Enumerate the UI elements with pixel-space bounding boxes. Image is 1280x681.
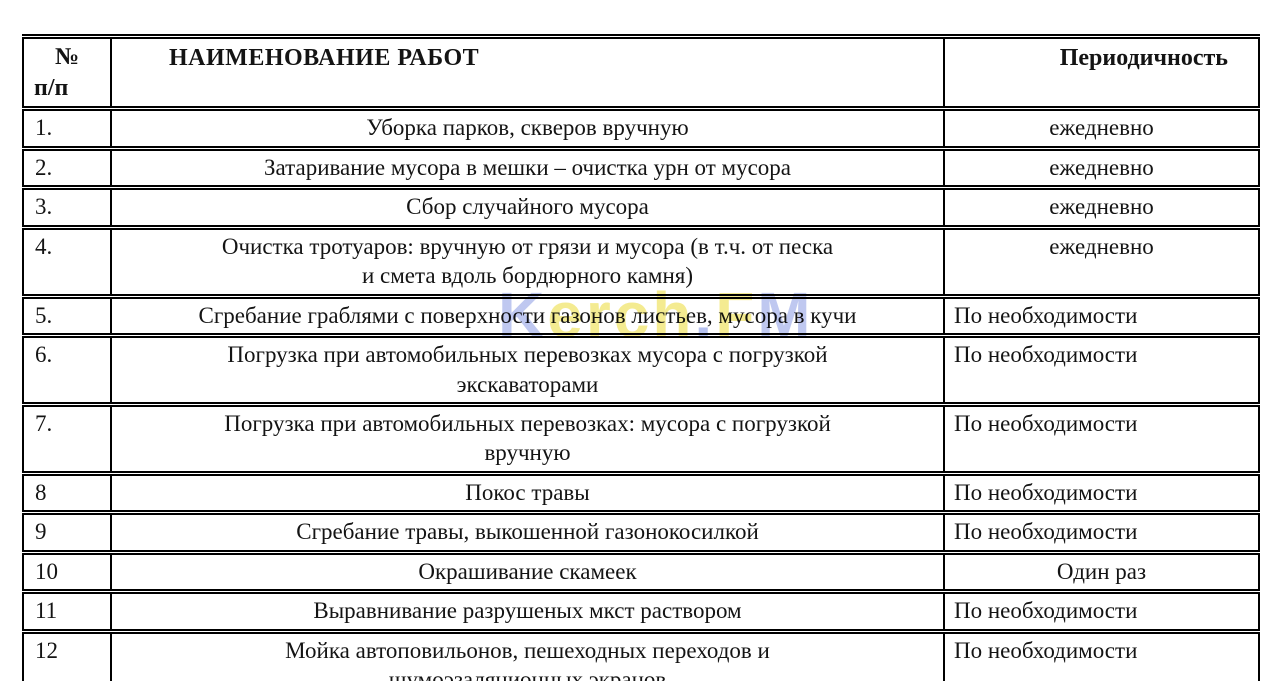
- table-row: 8 Покос травы По необходимости: [22, 470, 1260, 516]
- work-name: Очистка тротуаров: вручную от грязи и му…: [110, 224, 945, 299]
- work-name: Сгребание граблями с поверхности газонов…: [110, 293, 945, 339]
- table-row: 6. Погрузка при автомобильных перевозках…: [22, 333, 1260, 407]
- table-row: 12 Мойка автоповильонов, пешеходных пере…: [22, 628, 1260, 681]
- work-name: Выравнивание разрушеных мкст раствором: [110, 589, 945, 634]
- row-number: 8: [22, 470, 112, 516]
- header-cell-number: № п/п: [22, 33, 112, 112]
- header-number-suffix: п/п: [34, 74, 69, 101]
- row-number: 10: [22, 549, 112, 595]
- work-name: Погрузка при автомобильных перевозках: м…: [110, 401, 945, 476]
- row-periodicity: ежедневно: [943, 224, 1260, 299]
- row-periodicity: По необходимости: [943, 401, 1260, 476]
- row-number: 11: [22, 589, 112, 634]
- work-name: Затаривание мусора в мешки – очистка урн…: [110, 145, 945, 191]
- table-row: 5. Сгребание граблями с поверхности газо…: [22, 293, 1260, 339]
- work-name: Сбор случайного мусора: [110, 185, 945, 230]
- table-row: 4. Очистка тротуаров: вручную от грязи и…: [22, 224, 1260, 299]
- row-number: 4.: [22, 224, 112, 299]
- work-name: Сгребание травы, выкошенной газонокосилк…: [110, 510, 945, 555]
- row-number: 6.: [22, 333, 112, 407]
- row-number: 12: [22, 628, 112, 681]
- works-table: № п/п НАИМЕНОВАНИЕ РАБОТ Периодичность 1…: [22, 33, 1260, 681]
- row-periodicity: По необходимости: [943, 333, 1260, 407]
- table-row: 11 Выравнивание разрушеных мкст растворо…: [22, 589, 1260, 634]
- work-name: Покос травы: [110, 470, 945, 516]
- row-periodicity: По необходимости: [943, 470, 1260, 516]
- work-name: Окрашивание скамеек: [110, 549, 945, 595]
- table-row: 9 Сгребание травы, выкошенной газонокоси…: [22, 510, 1260, 555]
- row-periodicity: По необходимости: [943, 589, 1260, 634]
- header-number-symbol: №: [54, 44, 80, 70]
- row-periodicity: По необходимости: [943, 510, 1260, 555]
- table-row: 3. Сбор случайного мусора ежедневно: [22, 185, 1260, 230]
- work-name: Погрузка при автомобильных перевозках му…: [110, 333, 945, 407]
- row-periodicity: ежедневно: [943, 185, 1260, 230]
- header-cell-work-name: НАИМЕНОВАНИЕ РАБОТ: [110, 33, 945, 112]
- table-row: 10 Окрашивание скамеек Один раз: [22, 549, 1260, 595]
- header-cell-periodicity: Периодичность: [943, 33, 1260, 112]
- row-periodicity: Один раз: [943, 549, 1260, 595]
- row-number: 3.: [22, 185, 112, 230]
- row-number: 7.: [22, 401, 112, 476]
- row-periodicity: ежедневно: [943, 145, 1260, 191]
- row-periodicity: По необходимости: [943, 293, 1260, 339]
- works-table-body: 1. Уборка парков, скверов вручную ежедне…: [22, 106, 1260, 681]
- row-number: 1.: [22, 106, 112, 151]
- table-row: 7. Погрузка при автомобильных перевозках…: [22, 401, 1260, 476]
- work-name: Мойка автоповильонов, пешеходных переход…: [110, 628, 945, 681]
- row-number: 5.: [22, 293, 112, 339]
- row-number: 2.: [22, 145, 112, 191]
- row-periodicity: По необходимости: [943, 628, 1260, 681]
- row-periodicity: ежедневно: [943, 106, 1260, 151]
- table-row: 2. Затаривание мусора в мешки – очистка …: [22, 145, 1260, 191]
- header-row: № п/п НАИМЕНОВАНИЕ РАБОТ Периодичность: [22, 33, 1260, 112]
- row-number: 9: [22, 510, 112, 555]
- work-name: Уборка парков, скверов вручную: [110, 106, 945, 151]
- works-table-header: № п/п НАИМЕНОВАНИЕ РАБОТ Периодичность: [22, 33, 1260, 112]
- table-row: 1. Уборка парков, скверов вручную ежедне…: [22, 106, 1260, 151]
